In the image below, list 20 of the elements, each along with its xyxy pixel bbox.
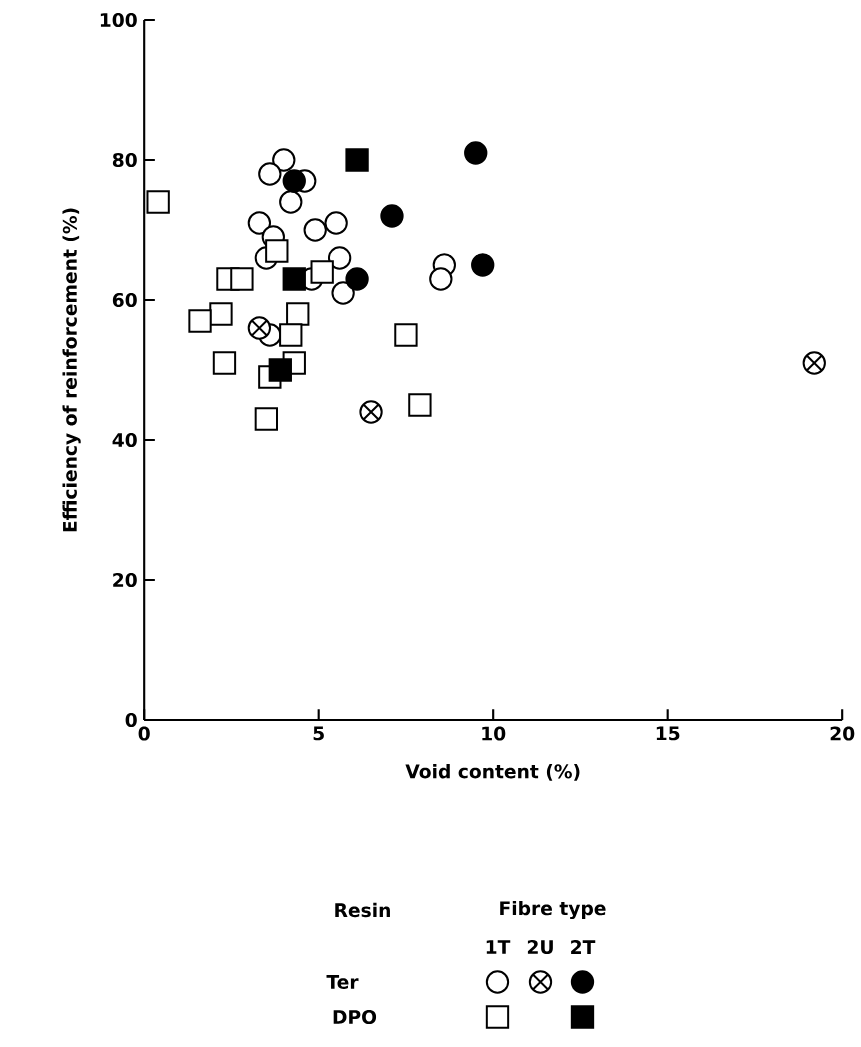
x-tick-label: 0 — [138, 726, 150, 741]
y-tick-label: 0 — [125, 712, 137, 728]
text: 1T — [486, 940, 511, 954]
x-tick-label: 15 — [656, 726, 680, 741]
x-tick-label: 10 — [482, 726, 506, 741]
text: 2T — [570, 940, 596, 954]
y-tick-label: 20 — [113, 572, 137, 588]
x-axis-title: Void content (%) — [405, 763, 580, 781]
y-tick-label: 80 — [112, 152, 137, 168]
y-axis-title: Efficiency of reinforcement (%) — [62, 208, 81, 532]
x-tick-label: 5 — [313, 726, 324, 741]
text: 2U — [527, 939, 553, 955]
text: Resin — [335, 902, 390, 918]
text: Ter — [326, 975, 359, 989]
y-tick-label: 40 — [112, 432, 137, 448]
y-tick-label: 100 — [100, 12, 137, 28]
x-tick-label: 20 — [830, 726, 855, 741]
text: DPO — [333, 1009, 376, 1025]
y-tick-label: 60 — [112, 292, 137, 308]
text: Fibre type — [500, 900, 606, 920]
